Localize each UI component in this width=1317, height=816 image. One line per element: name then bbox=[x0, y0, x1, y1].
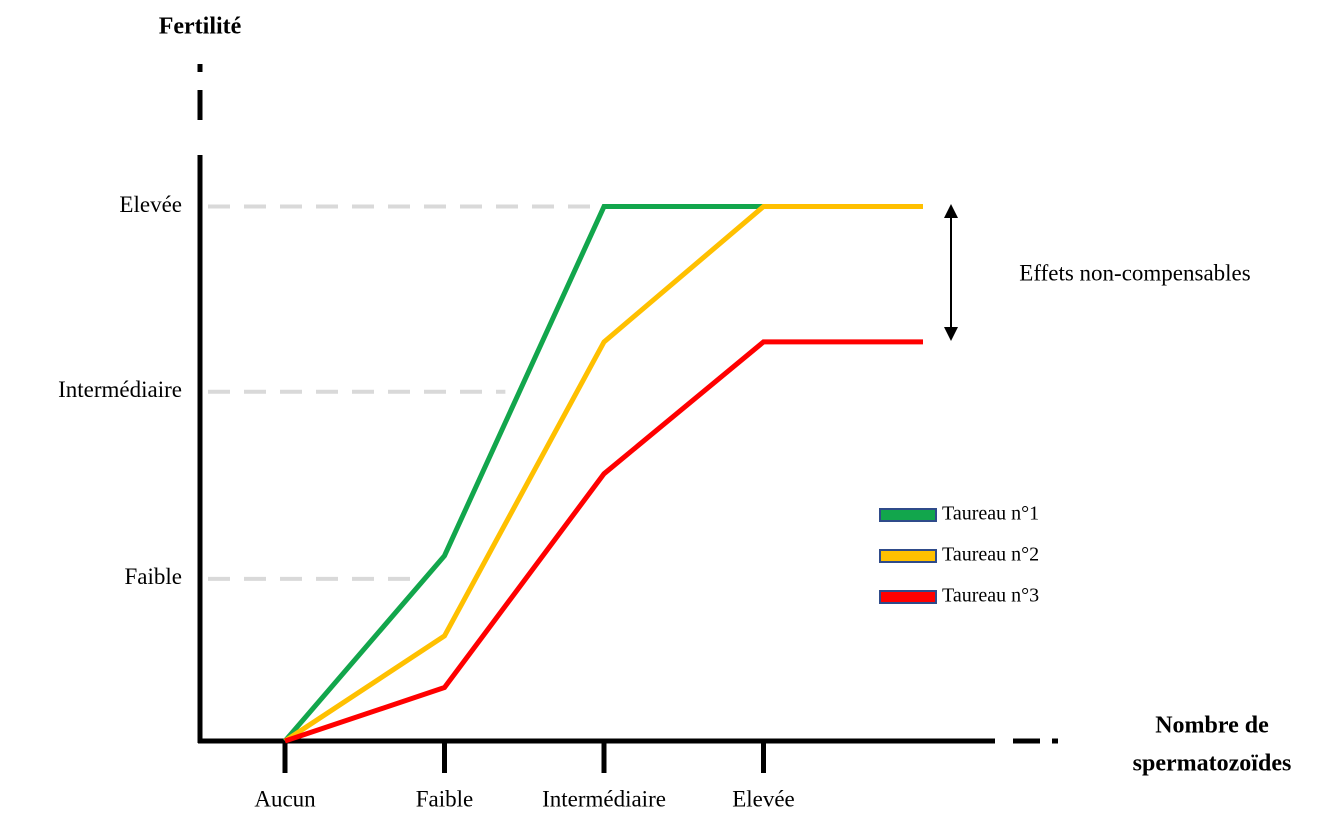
legend-swatch bbox=[879, 590, 937, 604]
x-axis-title: spermatozoïdes bbox=[1133, 751, 1292, 777]
x-tick-label: Faible bbox=[416, 786, 474, 811]
legend-swatch bbox=[879, 549, 937, 563]
axes bbox=[197, 64, 1058, 744]
y-axis-title: Fertilité bbox=[159, 14, 242, 40]
legend-label: Taureau n°1 bbox=[942, 503, 1039, 525]
y-tick-label: Elevée bbox=[119, 192, 182, 217]
series-line bbox=[283, 204, 923, 744]
y-tick-label: Faible bbox=[125, 564, 183, 589]
legend-swatch bbox=[879, 508, 937, 522]
annotation: Effets non-compensables bbox=[1019, 260, 1250, 285]
series-line bbox=[284, 339, 923, 744]
x-tick-label: Aucun bbox=[254, 786, 316, 811]
legend-label: Taureau n°2 bbox=[942, 544, 1039, 566]
x-axis-title: Nombre de bbox=[1155, 713, 1269, 739]
x-tick-label: Intermédiaire bbox=[542, 786, 666, 811]
legend-label: Taureau n°3 bbox=[942, 585, 1039, 607]
arrow bbox=[944, 204, 958, 341]
y-tick-label: Intermédiaire bbox=[58, 377, 182, 402]
x-tick-label: Elevée bbox=[732, 786, 795, 811]
